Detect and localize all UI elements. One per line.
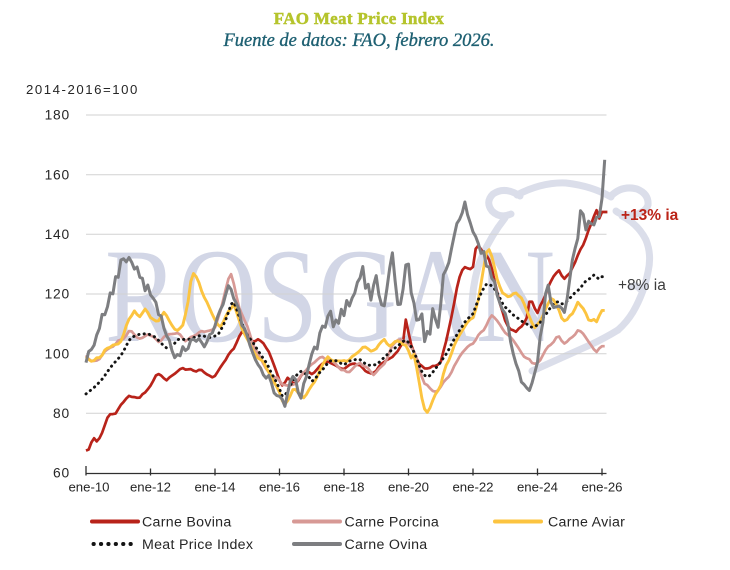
svg-text:Carne Aviar: Carne Aviar bbox=[548, 514, 625, 530]
svg-text:Carne Bovina: Carne Bovina bbox=[142, 514, 232, 530]
svg-text:60: 60 bbox=[53, 466, 70, 481]
svg-text:160: 160 bbox=[45, 167, 70, 182]
svg-text:+13% ia: +13% ia bbox=[621, 207, 679, 224]
svg-text:FAO Meat Price Index: FAO Meat Price Index bbox=[274, 9, 445, 28]
svg-text:120: 120 bbox=[45, 287, 70, 302]
svg-text:80: 80 bbox=[53, 406, 70, 421]
svg-text:140: 140 bbox=[45, 227, 70, 242]
svg-text:ene-10: ene-10 bbox=[68, 480, 109, 495]
svg-text:ene-24: ene-24 bbox=[517, 480, 558, 495]
svg-text:ene-26: ene-26 bbox=[581, 480, 622, 495]
svg-text:ene-12: ene-12 bbox=[130, 480, 171, 495]
svg-text:100: 100 bbox=[45, 346, 70, 361]
svg-text:ene-20: ene-20 bbox=[388, 480, 429, 495]
svg-text:Carne Porcina: Carne Porcina bbox=[345, 514, 440, 530]
svg-text:+8% ia: +8% ia bbox=[618, 277, 666, 294]
svg-text:180: 180 bbox=[45, 108, 70, 123]
svg-text:ene-22: ene-22 bbox=[452, 480, 493, 495]
svg-text:ene-16: ene-16 bbox=[259, 480, 300, 495]
svg-text:Carne Ovina: Carne Ovina bbox=[345, 537, 428, 553]
svg-text:ene-14: ene-14 bbox=[194, 480, 235, 495]
svg-text:2014-2016=100: 2014-2016=100 bbox=[26, 82, 139, 97]
svg-text:Meat Price Index: Meat Price Index bbox=[142, 537, 253, 553]
svg-text:Fuente de datos: FAO, febrero: Fuente de datos: FAO, febrero 2026. bbox=[222, 31, 494, 51]
svg-text:ene-18: ene-18 bbox=[323, 480, 364, 495]
